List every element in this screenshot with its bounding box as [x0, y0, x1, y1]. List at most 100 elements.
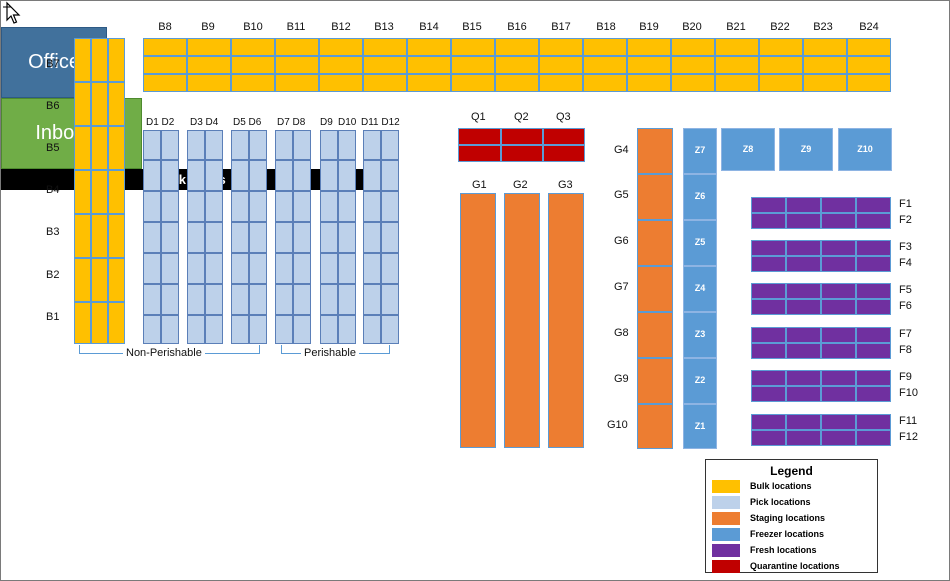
fresh-location[interactable] [856, 327, 891, 343]
staging-location[interactable] [460, 193, 496, 448]
fresh-location[interactable] [786, 240, 821, 256]
bulk-location[interactable] [407, 74, 451, 92]
bulk-location[interactable] [671, 38, 715, 56]
bulk-location[interactable] [143, 38, 187, 56]
pick-location[interactable] [249, 130, 267, 160]
bulk-location[interactable] [319, 56, 363, 74]
pick-location[interactable] [187, 130, 205, 160]
bulk-location[interactable] [91, 302, 108, 344]
pick-location[interactable] [161, 284, 179, 315]
bulk-location[interactable] [275, 74, 319, 92]
pick-location[interactable] [293, 191, 311, 222]
pick-location[interactable] [293, 160, 311, 191]
quarantine-location[interactable] [501, 145, 543, 162]
pick-location[interactable] [205, 191, 223, 222]
fresh-location[interactable] [751, 343, 786, 359]
pick-location[interactable] [320, 191, 338, 222]
bulk-location[interactable] [627, 74, 671, 92]
pick-location[interactable] [363, 253, 381, 284]
pick-location[interactable] [231, 315, 249, 344]
fresh-location[interactable] [821, 213, 856, 229]
quarantine-location[interactable] [543, 128, 585, 145]
pick-location[interactable] [249, 253, 267, 284]
fresh-location[interactable] [751, 213, 786, 229]
freezer-location[interactable]: Z7 [683, 128, 717, 174]
staging-location[interactable] [637, 358, 673, 404]
pick-location[interactable] [338, 222, 356, 253]
pick-location[interactable] [320, 160, 338, 191]
pick-location[interactable] [161, 222, 179, 253]
bulk-location[interactable] [847, 74, 891, 92]
pick-location[interactable] [249, 160, 267, 191]
pick-location[interactable] [205, 130, 223, 160]
freezer-location[interactable]: Z5 [683, 220, 717, 266]
pick-location[interactable] [143, 253, 161, 284]
pick-location[interactable] [275, 130, 293, 160]
pick-location[interactable] [381, 222, 399, 253]
bulk-location[interactable] [759, 56, 803, 74]
pick-location[interactable] [363, 191, 381, 222]
pick-location[interactable] [249, 222, 267, 253]
pick-location[interactable] [231, 222, 249, 253]
fresh-location[interactable] [856, 430, 891, 446]
fresh-location[interactable] [751, 256, 786, 272]
fresh-location[interactable] [856, 256, 891, 272]
bulk-location[interactable] [627, 38, 671, 56]
fresh-location[interactable] [821, 283, 856, 299]
pick-location[interactable] [231, 253, 249, 284]
staging-location[interactable] [637, 174, 673, 220]
fresh-location[interactable] [821, 343, 856, 359]
pick-location[interactable] [187, 160, 205, 191]
bulk-location[interactable] [451, 56, 495, 74]
pick-location[interactable] [293, 222, 311, 253]
bulk-location[interactable] [108, 38, 125, 82]
fresh-location[interactable] [856, 386, 891, 402]
pick-location[interactable] [275, 284, 293, 315]
fresh-location[interactable] [821, 240, 856, 256]
bulk-location[interactable] [583, 56, 627, 74]
bulk-location[interactable] [539, 38, 583, 56]
bulk-location[interactable] [847, 38, 891, 56]
bulk-location[interactable] [108, 82, 125, 126]
bulk-location[interactable] [108, 214, 125, 258]
pick-location[interactable] [143, 222, 161, 253]
fresh-location[interactable] [751, 386, 786, 402]
pick-location[interactable] [249, 191, 267, 222]
pick-location[interactable] [381, 191, 399, 222]
quarantine-location[interactable] [543, 145, 585, 162]
pick-location[interactable] [381, 130, 399, 160]
pick-location[interactable] [187, 284, 205, 315]
bulk-location[interactable] [91, 170, 108, 214]
bulk-location[interactable] [143, 56, 187, 74]
pick-location[interactable] [275, 191, 293, 222]
pick-location[interactable] [161, 315, 179, 344]
pick-location[interactable] [231, 191, 249, 222]
bulk-location[interactable] [143, 74, 187, 92]
quarantine-location[interactable] [501, 128, 543, 145]
pick-location[interactable] [275, 222, 293, 253]
bulk-location[interactable] [363, 74, 407, 92]
bulk-location[interactable] [759, 74, 803, 92]
bulk-location[interactable] [803, 56, 847, 74]
bulk-location[interactable] [363, 56, 407, 74]
bulk-location[interactable] [91, 82, 108, 126]
staging-location[interactable] [637, 404, 673, 449]
fresh-location[interactable] [786, 197, 821, 213]
pick-location[interactable] [381, 160, 399, 191]
pick-location[interactable] [320, 222, 338, 253]
staging-location[interactable] [637, 266, 673, 312]
bulk-location[interactable] [74, 82, 91, 126]
bulk-location[interactable] [451, 38, 495, 56]
fresh-location[interactable] [786, 343, 821, 359]
fresh-location[interactable] [786, 414, 821, 430]
pick-location[interactable] [249, 284, 267, 315]
pick-location[interactable] [205, 253, 223, 284]
pick-location[interactable] [161, 191, 179, 222]
bulk-location[interactable] [187, 74, 231, 92]
bulk-location[interactable] [108, 302, 125, 344]
bulk-location[interactable] [715, 74, 759, 92]
fresh-location[interactable] [786, 283, 821, 299]
pick-location[interactable] [275, 315, 293, 344]
freezer-location[interactable]: Z1 [683, 404, 717, 449]
freezer-location[interactable]: Z4 [683, 266, 717, 312]
